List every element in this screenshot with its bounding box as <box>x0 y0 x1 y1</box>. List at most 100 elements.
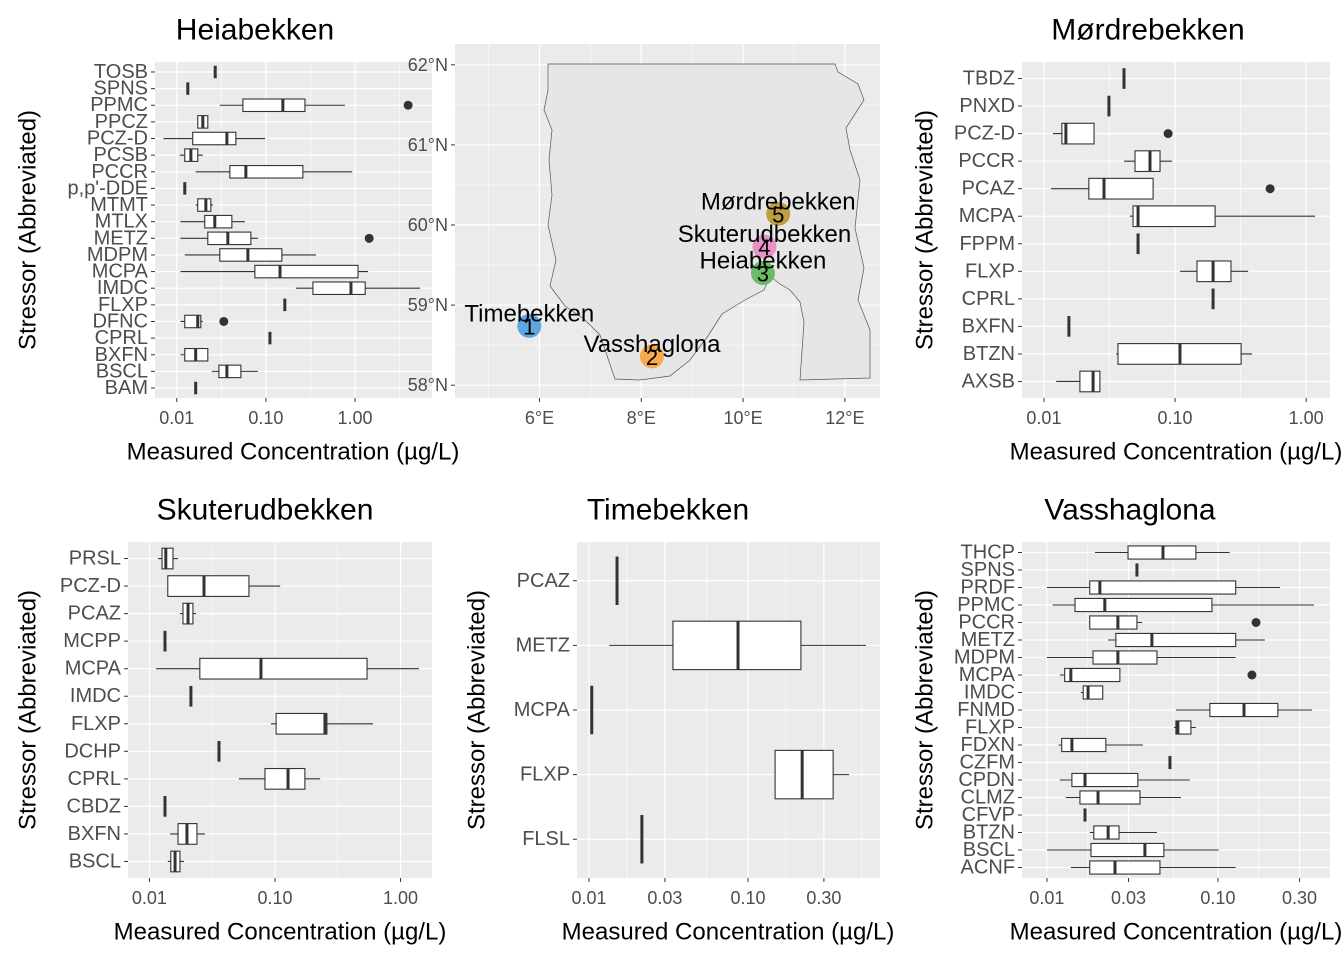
x-tick-label: 0.01 <box>1026 408 1061 428</box>
outlier <box>219 316 229 326</box>
y-tick-label: CFVP <box>962 804 1015 826</box>
y-tick-label: BAM <box>105 377 148 399</box>
y-tick-label: CZFM <box>959 752 1015 774</box>
y-tick-label: CPRL <box>962 288 1015 310</box>
box <box>1089 615 1138 630</box>
panel-background <box>155 62 432 398</box>
y-tick-label: IMDC <box>70 685 121 707</box>
site-point <box>517 313 542 338</box>
y-tick-label: PCZ-D <box>87 128 148 150</box>
y-tick-label: PCZ-D <box>60 575 121 597</box>
y-axis-title: Stressor (Abbreviated) <box>464 590 491 830</box>
x-tick-label: 0.10 <box>257 888 292 908</box>
y-tick-label: BSCL <box>963 839 1015 861</box>
x-tick-label: 1.00 <box>338 408 373 428</box>
y-tick-label: SPNS <box>961 559 1015 581</box>
y-tick-label: CBDZ <box>67 795 121 817</box>
site-name: Skuterudbekken <box>678 221 851 248</box>
y-tick-label: 60°N <box>408 215 448 235</box>
y-tick-label: METZ <box>94 227 148 249</box>
x-tick-label: 0.03 <box>1111 888 1146 908</box>
box <box>1115 632 1237 648</box>
y-tick-label: PPMC <box>957 594 1015 616</box>
y-tick-label: DFNC <box>92 310 148 332</box>
box <box>199 657 368 680</box>
x-axis-title: Measured Concentration (µg/L) <box>1010 919 1343 946</box>
site-number: 5 <box>772 202 784 227</box>
y-tick-label: AXSB <box>962 370 1015 392</box>
box <box>1061 737 1107 753</box>
x-tick-label: 1.00 <box>1289 408 1324 428</box>
x-tick-label: 12°E <box>825 408 864 428</box>
outlier <box>1247 670 1257 680</box>
box <box>1079 370 1101 393</box>
y-tick-label: PCCR <box>958 150 1015 172</box>
site-point <box>639 344 664 369</box>
box <box>264 767 306 790</box>
box <box>1089 860 1161 875</box>
x-tick-label: 0.01 <box>572 888 607 908</box>
y-tick-label: MDPM <box>954 647 1015 669</box>
y-tick-label: PRDF <box>961 577 1015 599</box>
y-tick-label: FDXN <box>961 734 1015 756</box>
x-tick-label: 1.00 <box>383 888 418 908</box>
y-tick-label: PCAZ <box>517 570 570 592</box>
x-axis-title: Measured Concentration (µg/L) <box>114 919 447 946</box>
site-name: Timebekken <box>464 300 594 327</box>
y-tick-label: FNMD <box>957 699 1015 721</box>
y-tick-label: PRSL <box>69 548 121 570</box>
outlier <box>1265 184 1275 194</box>
y-tick-label: CPRL <box>68 768 121 790</box>
y-tick-label: 59°N <box>408 295 448 315</box>
site-number: 3 <box>757 262 769 287</box>
box <box>1132 205 1216 228</box>
y-tick-label: 62°N <box>408 55 448 75</box>
x-axis-title: Measured Concentration (µg/L) <box>1010 439 1343 466</box>
x-tick-label: 0.30 <box>1282 888 1317 908</box>
box <box>1090 842 1165 858</box>
y-tick-label: FLXP <box>965 717 1015 739</box>
site-name: Heiabekken <box>700 248 827 275</box>
y-tick-label: CLMZ <box>961 787 1015 809</box>
y-tick-label: PPCZ <box>95 111 148 133</box>
y-tick-label: FLXP <box>965 260 1015 282</box>
y-tick-label: BTZN <box>963 822 1015 844</box>
y-tick-label: MCPA <box>514 699 571 721</box>
panel: 0.01 0.10 1.00 PRSL PCZ-D PCAZ MCPP MCPA IMDC FLX… <box>15 494 447 946</box>
y-tick-label: METZ <box>961 629 1015 651</box>
y-tick-label: MDPM <box>87 244 148 266</box>
outlier <box>364 233 374 243</box>
y-axis-title: Stressor (Abbreviated) <box>15 110 42 350</box>
x-tick-label: 10°E <box>723 408 762 428</box>
panel-title: Skuterudbekken <box>157 494 374 527</box>
panel-background <box>128 542 432 878</box>
y-tick-label: MCPA <box>959 205 1016 227</box>
box <box>1071 772 1139 788</box>
y-tick-label: PCCR <box>958 612 1015 634</box>
y-tick-label: TOSB <box>94 61 148 83</box>
y-tick-label: THCP <box>961 542 1015 564</box>
box <box>204 214 233 229</box>
site-number: 4 <box>758 235 770 260</box>
panel: 0.01 0.03 0.10 0.30 PCAZ METZ MCPA FLXP FLSL Time… <box>464 494 895 946</box>
y-tick-label: SPNS <box>94 78 148 100</box>
y-tick-label: BXFN <box>95 344 148 366</box>
box <box>229 164 304 179</box>
site-name: Mørdrebekken <box>701 188 856 215</box>
box <box>254 264 359 279</box>
y-tick-label: MCPA <box>92 261 149 283</box>
y-tick-label: PNXD <box>959 95 1015 117</box>
y-tick-label: FLSL <box>522 828 570 850</box>
x-tick-label: 8°E <box>627 408 656 428</box>
y-tick-label: IMDC <box>97 277 148 299</box>
box <box>242 98 306 113</box>
y-tick-label: MTMT <box>90 194 148 216</box>
x-tick-label: 0.30 <box>806 888 841 908</box>
y-tick-label: BSCL <box>96 360 148 382</box>
panel-background <box>1022 62 1330 398</box>
y-tick-label: PCAZ <box>68 603 121 625</box>
box <box>1079 790 1141 805</box>
y-tick-label: TBDZ <box>963 68 1015 90</box>
